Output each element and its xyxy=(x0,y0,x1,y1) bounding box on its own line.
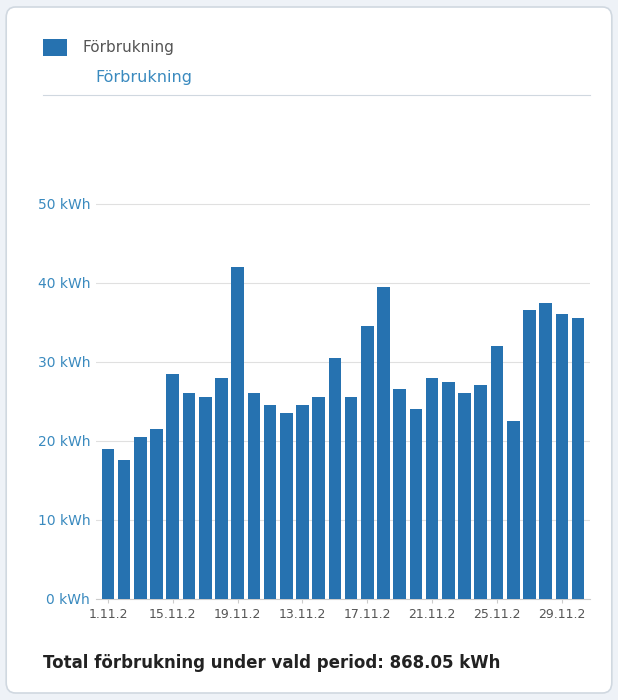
Bar xyxy=(215,377,228,598)
Bar xyxy=(361,326,374,598)
Text: Förbrukning: Förbrukning xyxy=(82,40,174,55)
Bar xyxy=(475,386,487,598)
Text: Förbrukning: Förbrukning xyxy=(96,71,193,85)
Bar xyxy=(491,346,503,598)
Bar xyxy=(134,437,146,598)
Bar xyxy=(183,393,195,598)
Bar xyxy=(329,358,341,598)
Bar xyxy=(199,398,211,598)
Bar xyxy=(426,377,438,598)
Bar xyxy=(410,409,422,598)
Bar xyxy=(458,393,471,598)
Bar xyxy=(312,398,325,598)
Bar xyxy=(264,405,276,598)
Bar xyxy=(101,449,114,598)
Bar xyxy=(572,318,585,598)
Bar xyxy=(296,405,309,598)
Bar xyxy=(540,302,552,598)
Text: Total förbrukning under vald period: 868.05 kWh: Total förbrukning under vald period: 868… xyxy=(43,654,501,672)
Bar xyxy=(394,389,406,598)
Bar xyxy=(166,374,179,598)
Bar xyxy=(150,429,163,598)
Bar xyxy=(507,421,520,598)
Bar xyxy=(523,311,536,598)
Bar xyxy=(556,314,568,598)
Bar xyxy=(248,393,260,598)
Bar xyxy=(377,287,390,598)
Bar xyxy=(280,413,292,598)
Bar xyxy=(231,267,244,598)
Bar xyxy=(345,398,357,598)
Bar xyxy=(118,461,130,598)
Bar xyxy=(442,382,455,598)
